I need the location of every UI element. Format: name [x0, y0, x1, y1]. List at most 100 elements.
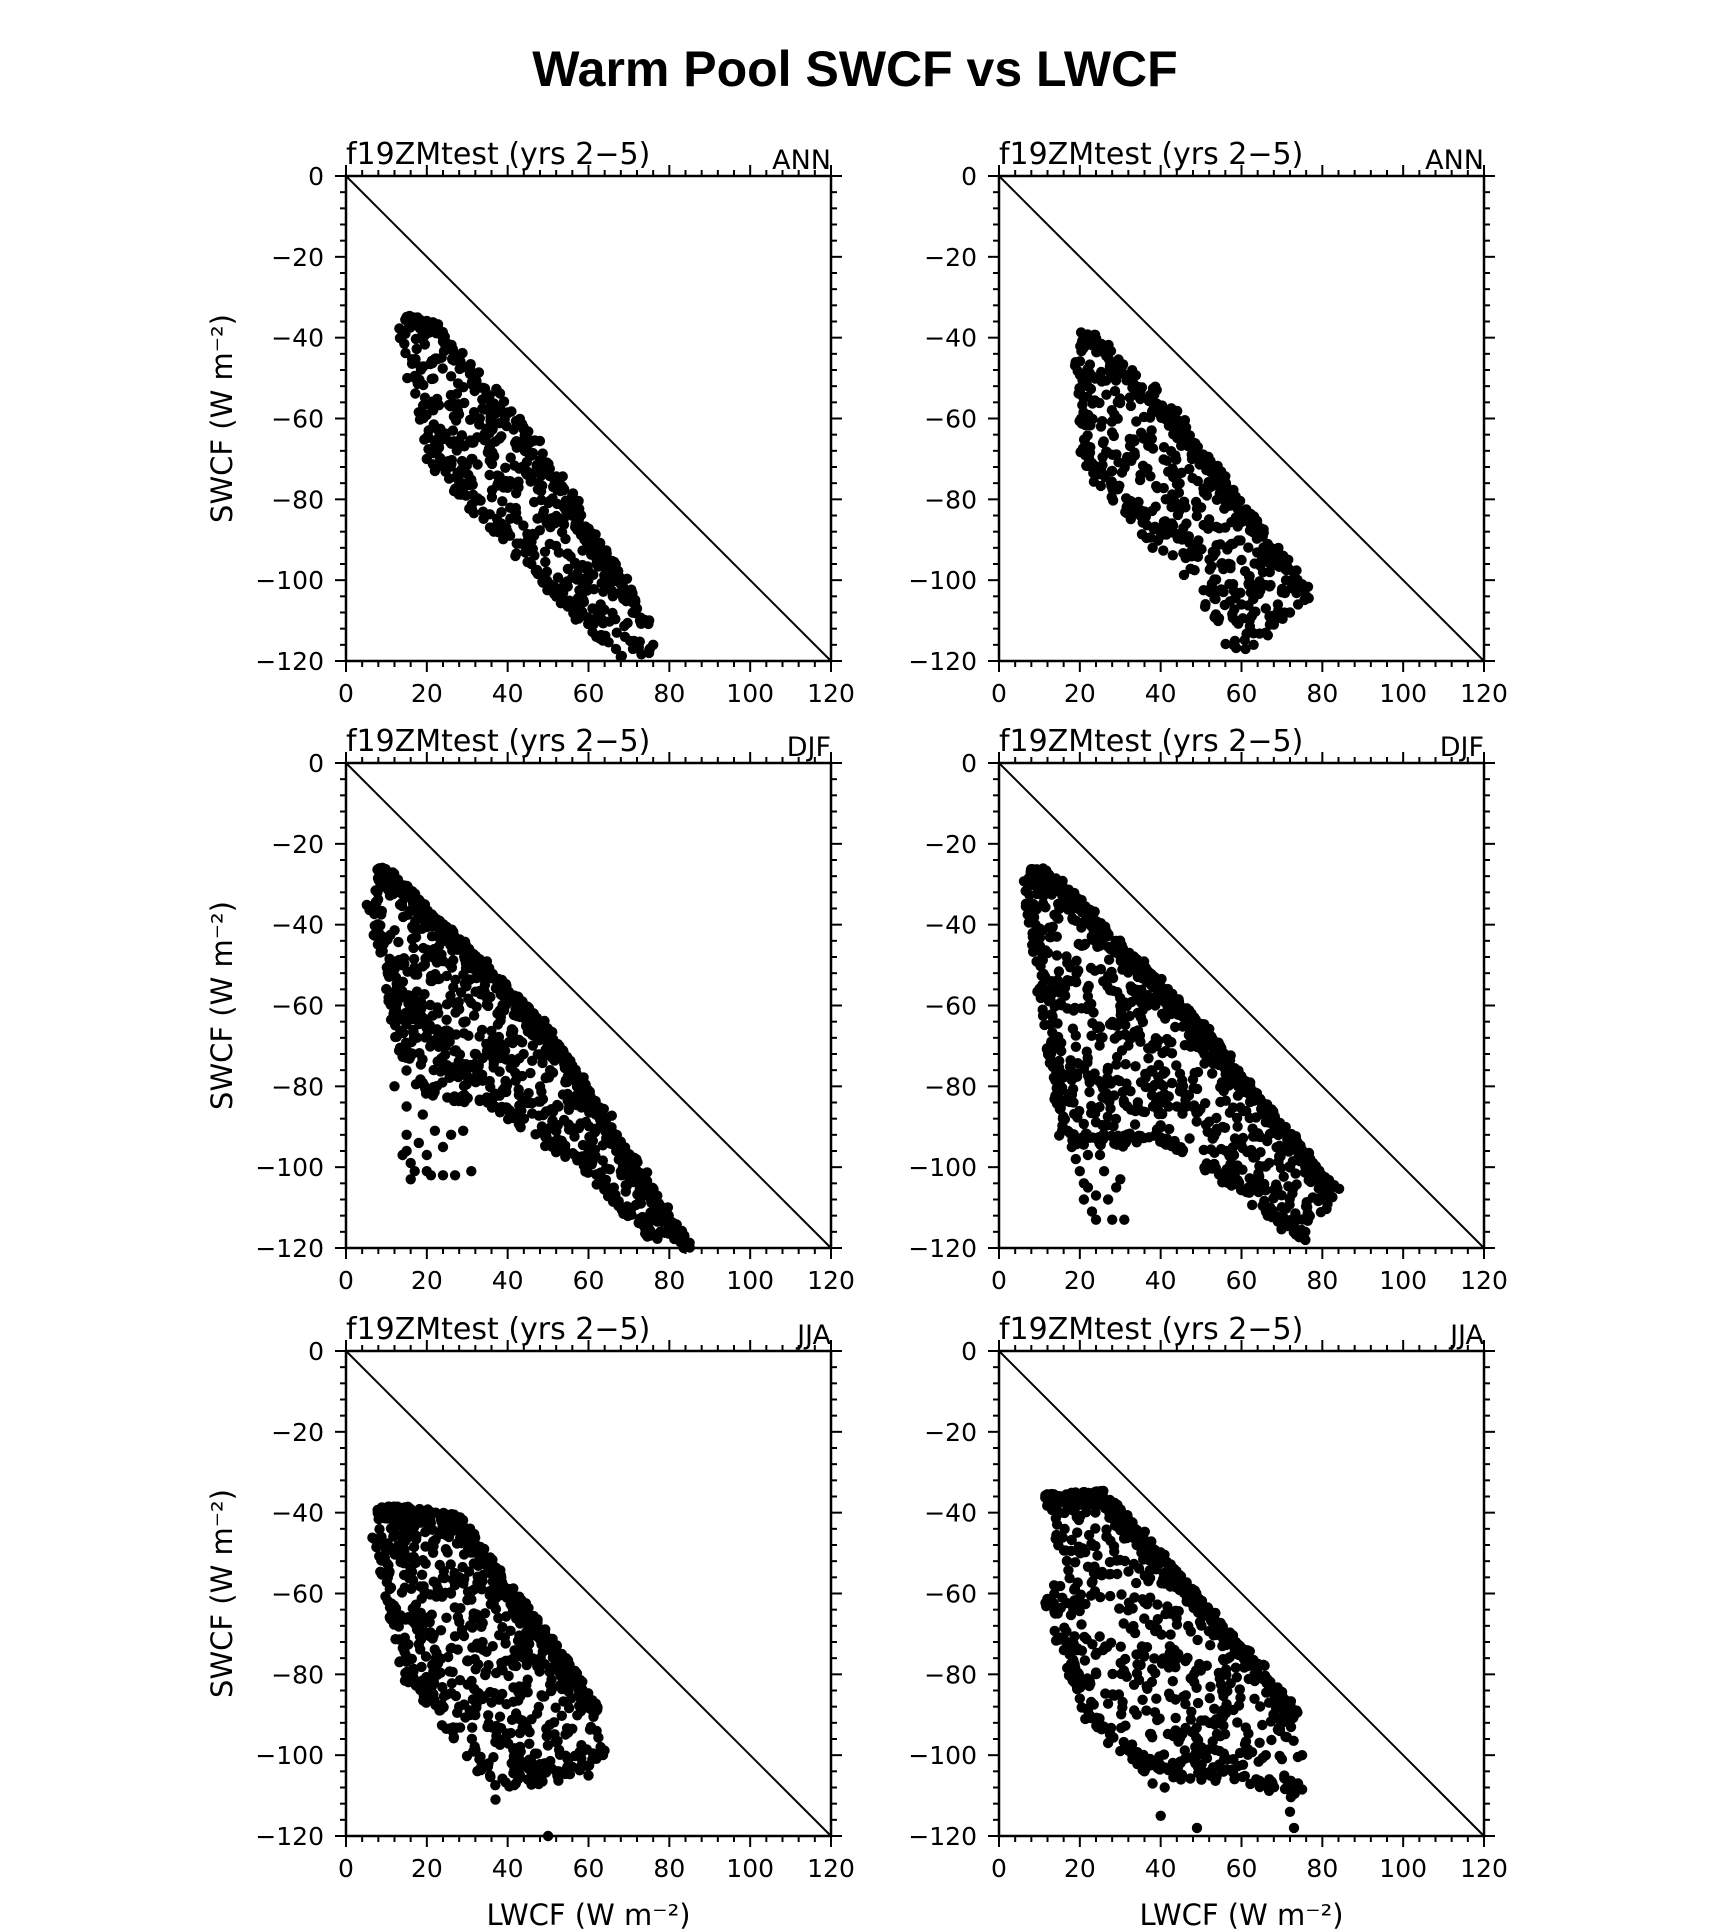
data-point: [471, 972, 482, 984]
data-point: [1246, 1095, 1257, 1107]
data-point: [1134, 474, 1146, 486]
y-tick-label: 0: [308, 1337, 324, 1366]
data-point: [1119, 1214, 1130, 1225]
data-point: [428, 1081, 439, 1093]
data-point: [1193, 1106, 1204, 1118]
y-tick-label: 0: [308, 162, 324, 191]
data-point: [1333, 1183, 1345, 1195]
data-point: [534, 1081, 546, 1092]
data-point: [1250, 1131, 1261, 1142]
data-point: [1244, 615, 1255, 626]
y-tick-label: −60: [271, 992, 324, 1021]
data-point: [610, 643, 622, 655]
data-point: [477, 394, 488, 405]
data-point: [1036, 970, 1047, 981]
data-point: [1090, 1214, 1102, 1225]
data-point: [448, 955, 459, 966]
data-point: [1070, 1153, 1082, 1165]
data-point: [400, 347, 411, 359]
data-point: [1275, 1151, 1286, 1162]
x-tick-label: 40: [492, 1854, 524, 1883]
data-point: [1054, 1055, 1065, 1067]
data-point: [1101, 389, 1112, 400]
data-point: [1200, 599, 1211, 610]
data-point: [505, 513, 516, 524]
data-point: [647, 1228, 659, 1240]
data-point: [631, 603, 643, 614]
data-point: [537, 577, 549, 588]
data-point: [567, 1148, 578, 1159]
data-point: [606, 1110, 617, 1121]
data-point: [386, 969, 397, 981]
data-point: [1153, 1108, 1165, 1120]
data-point: [1158, 516, 1170, 528]
data-point: [505, 452, 516, 463]
data-point: [445, 990, 456, 1001]
data-point: [1284, 1161, 1295, 1172]
data-point: [1118, 1095, 1130, 1106]
data-point: [608, 1182, 619, 1193]
data-point: [1192, 441, 1204, 453]
data-point: [1087, 340, 1098, 351]
data-point: [452, 378, 464, 389]
scatter-points: [394, 310, 659, 663]
data-point: [1150, 1000, 1161, 1011]
data-point: [1224, 596, 1236, 607]
data-point: [1304, 1167, 1315, 1179]
data-point: [552, 572, 564, 583]
data-point: [502, 1114, 514, 1125]
data-point: [433, 1008, 444, 1019]
data-point: [513, 1084, 524, 1095]
data-point: [376, 909, 387, 920]
data-point: [421, 921, 432, 933]
data-point: [551, 471, 562, 482]
data-point: [543, 1072, 555, 1083]
data-point: [469, 1048, 481, 1060]
data-point: [537, 1057, 548, 1069]
data-point: [1054, 987, 1065, 998]
data-point: [613, 565, 624, 577]
y-tick-label: −40: [271, 324, 324, 353]
y-tick-label: −20: [271, 1418, 324, 1447]
data-point: [1146, 505, 1158, 517]
data-point: [528, 1013, 540, 1024]
data-point: [1180, 1095, 1191, 1106]
data-point: [454, 350, 465, 362]
data-point: [520, 546, 531, 557]
data-point: [1074, 356, 1086, 367]
data-point: [1145, 471, 1156, 482]
data-point: [1213, 1059, 1225, 1071]
y-tick-label: −120: [908, 1234, 977, 1263]
data-point: [1243, 542, 1254, 553]
data-point: [1028, 898, 1039, 910]
data-point: [535, 486, 547, 497]
y-tick-label: −60: [271, 405, 324, 434]
data-point: [1147, 443, 1159, 454]
data-point: [1172, 533, 1184, 544]
data-point: [1108, 1121, 1119, 1132]
reference-line: [998, 175, 1485, 662]
y-tick-label: −80: [271, 1660, 324, 1689]
data-point: [1094, 465, 1106, 477]
data-point: [1132, 1025, 1144, 1036]
data-point: [430, 325, 441, 336]
data-point: [1240, 643, 1251, 655]
data-point: [540, 556, 551, 568]
data-point: [489, 1089, 500, 1101]
data-point: [1152, 985, 1164, 996]
data-point: [1079, 435, 1090, 446]
data-point: [471, 1001, 482, 1012]
data-point: [448, 1733, 459, 1744]
x-tick-label: 0: [338, 1266, 354, 1295]
data-point: [643, 647, 655, 659]
data-point: [1094, 397, 1105, 409]
data-point: [1098, 1166, 1110, 1177]
data-point: [1301, 591, 1312, 602]
y-tick-label: −80: [924, 1072, 977, 1101]
data-point: [1174, 1086, 1186, 1097]
data-point: [516, 1105, 527, 1116]
data-point: [1173, 506, 1185, 517]
data-point: [1027, 939, 1038, 951]
data-point: [553, 1101, 564, 1112]
